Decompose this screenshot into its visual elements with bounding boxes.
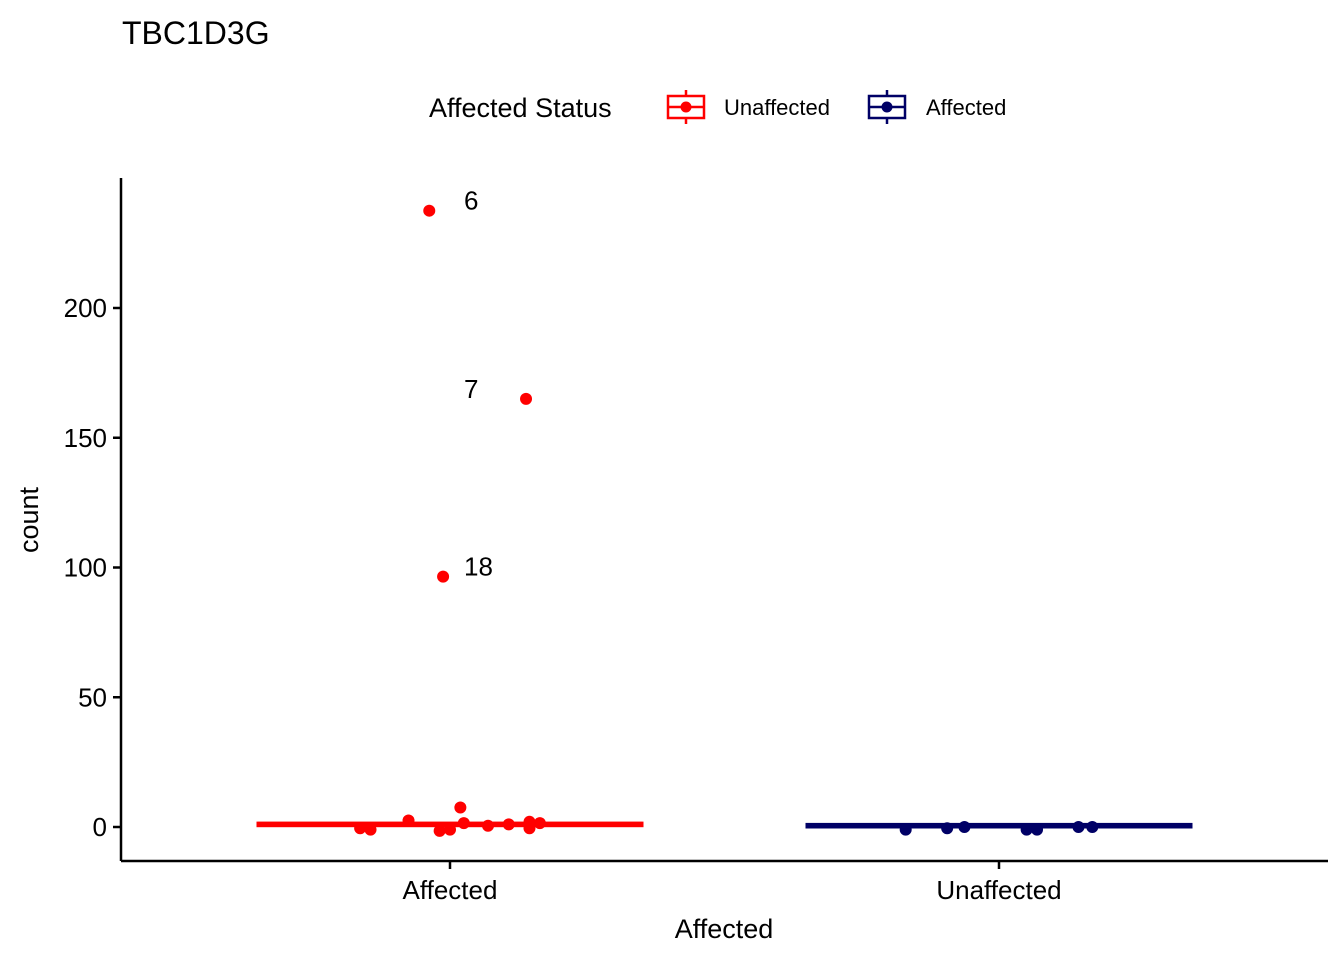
- series-affected: [805, 821, 1193, 836]
- data-point: [502, 818, 515, 831]
- legend-point: [680, 101, 692, 113]
- data-point: [1031, 823, 1044, 836]
- data-point: [520, 392, 533, 405]
- data-point: [364, 823, 377, 836]
- outlier-label: 18: [464, 552, 493, 582]
- y-tick-label: 150: [64, 423, 107, 453]
- data-point: [1072, 821, 1085, 833]
- data-point: [444, 823, 456, 836]
- series-unaffected: 6 7 18: [256, 186, 644, 837]
- legend-item-unaffected: Unaffected: [666, 90, 830, 124]
- data-point: [941, 822, 954, 835]
- legend-label: Affected: [926, 95, 1006, 120]
- x-axis-label: Affected: [675, 914, 774, 944]
- y-tick-label: 0: [93, 812, 107, 842]
- legend-label: Unaffected: [724, 95, 830, 120]
- x-tick-label: Affected: [403, 875, 498, 905]
- data-point: [437, 570, 450, 583]
- x-tick-label: Unaffected: [936, 875, 1061, 905]
- data-point: [354, 822, 367, 835]
- plot-area: 6 7 18: [256, 186, 1193, 837]
- data-point: [482, 819, 495, 832]
- y-tick-label: 100: [64, 553, 107, 583]
- data-point: [533, 817, 546, 830]
- legend-item-affected: Affected: [867, 90, 1006, 124]
- data-point: [958, 821, 971, 833]
- data-point: [402, 814, 415, 827]
- axes: 0 50 100 150 200 Affected Unaffected: [64, 178, 1328, 905]
- data-point: [1086, 821, 1099, 833]
- outlier-label: 6: [464, 186, 478, 216]
- data-point: [523, 822, 536, 835]
- data-point: [1020, 823, 1033, 836]
- data-point: [454, 801, 467, 814]
- chart-title: TBC1D3G: [122, 15, 270, 51]
- legend: Affected Status Unaffected Affected: [429, 90, 1006, 124]
- data-point: [899, 823, 912, 836]
- y-tick-label: 50: [78, 682, 107, 712]
- y-tick-label: 200: [64, 293, 107, 323]
- data-point: [423, 204, 436, 217]
- data-point: [433, 824, 446, 837]
- y-axis-label: count: [14, 486, 44, 553]
- legend-title: Affected Status: [429, 93, 612, 123]
- legend-point: [881, 101, 893, 113]
- outlier-label: 7: [464, 374, 478, 404]
- data-point: [457, 817, 470, 830]
